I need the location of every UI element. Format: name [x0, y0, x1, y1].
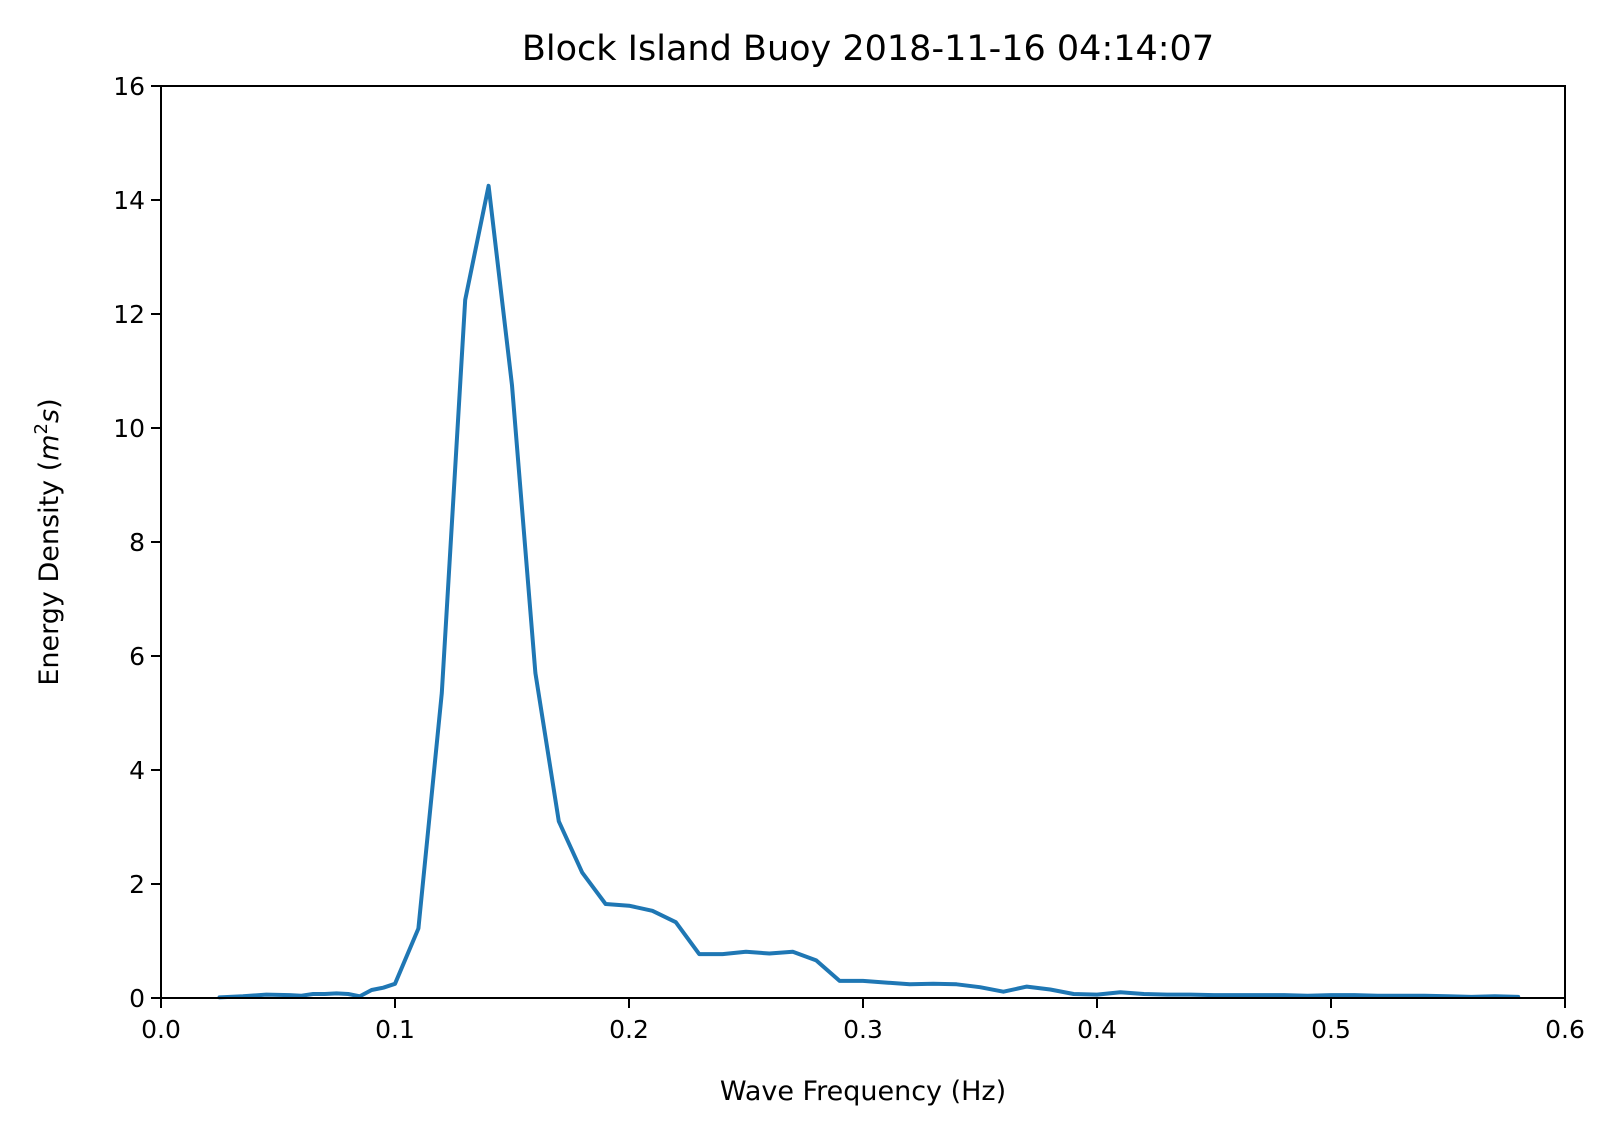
- x-tick-label: 0.4: [1077, 1015, 1117, 1044]
- x-tick-label: 0.1: [375, 1015, 415, 1044]
- x-axis: 0.0 0.1 0.2 0.3 0.4 0.5 0.6: [141, 998, 1585, 1044]
- x-tick-label: 0.6: [1545, 1015, 1585, 1044]
- y-axis-label-prefix: Energy Density (: [34, 461, 65, 686]
- x-tick-label: 0.2: [609, 1015, 649, 1044]
- plot-frame: [160, 85, 1566, 999]
- y-tick-label: 14: [113, 186, 145, 215]
- y-axis-label-suffix: ): [34, 398, 65, 409]
- y-tick-label: 8: [129, 528, 145, 557]
- series-line-energy-density: [217, 183, 1521, 1000]
- y-axis-label-unit-tail: s: [34, 409, 65, 423]
- x-tick-label: 0.0: [141, 1015, 181, 1044]
- y-tick-label: 12: [113, 300, 145, 329]
- y-axis-label-unit-exp: 2: [31, 423, 52, 434]
- chart-title: Block Island Buoy 2018-11-16 04:14:07: [522, 29, 1214, 69]
- y-tick-label: 0: [129, 984, 145, 1013]
- y-tick-label: 4: [129, 756, 145, 785]
- y-tick-label: 6: [129, 642, 145, 671]
- y-axis-label-unit-base: m: [34, 434, 65, 460]
- x-tick-label: 0.5: [1311, 1015, 1351, 1044]
- x-axis-label: Wave Frequency (Hz): [720, 1076, 1006, 1107]
- x-tick-label: 0.3: [843, 1015, 883, 1044]
- plot-area: [217, 183, 1521, 1000]
- y-axis-label: Energy Density (m2s): [31, 398, 65, 685]
- y-tick-label: 2: [129, 870, 145, 899]
- y-tick-label: 16: [113, 72, 145, 101]
- y-axis: 0 2 4 6 8 10 12 14 16: [113, 72, 161, 1013]
- y-tick-label: 10: [113, 414, 145, 443]
